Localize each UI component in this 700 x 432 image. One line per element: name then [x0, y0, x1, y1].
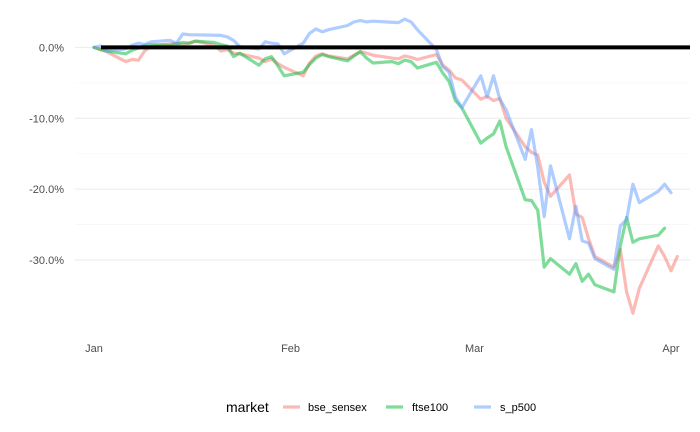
legend-title: market [226, 399, 269, 415]
y-axis-tick-labels: 0.0% -10.0% -20.0% -30.0% [29, 42, 64, 267]
legend-items: bse_sensex ftse100 s_p500 [283, 402, 536, 414]
x-tick-label: Mar [465, 343, 484, 355]
series-line-ftse100 [92, 39, 667, 294]
series-line-bse_sensex [92, 39, 679, 315]
x-tick-label: Jan [85, 343, 103, 355]
x-axis-tick-labels: Jan Feb Mar Apr [85, 343, 680, 355]
x-tick-label: Apr [662, 343, 679, 355]
y-tick-label: -20.0% [29, 184, 64, 196]
legend-label-bse_sensex: bse_sensex [308, 402, 367, 414]
legend-label-s_p500: s_p500 [500, 402, 536, 414]
legend-label-ftse100: ftse100 [412, 402, 448, 414]
series-line-s_p500 [92, 17, 673, 271]
y-tick-label: 0.0% [39, 42, 64, 54]
series-lines [92, 17, 679, 315]
legend: market bse_sensex ftse100 s_p500 [226, 399, 536, 415]
y-tick-label: -30.0% [29, 255, 64, 267]
y-tick-label: -10.0% [29, 113, 64, 125]
x-tick-label: Feb [281, 343, 300, 355]
gridlines [75, 46, 690, 261]
